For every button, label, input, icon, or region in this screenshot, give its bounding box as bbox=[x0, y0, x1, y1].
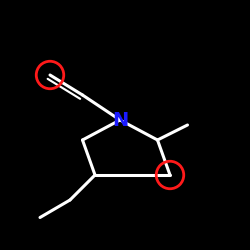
Text: N: N bbox=[112, 110, 128, 130]
